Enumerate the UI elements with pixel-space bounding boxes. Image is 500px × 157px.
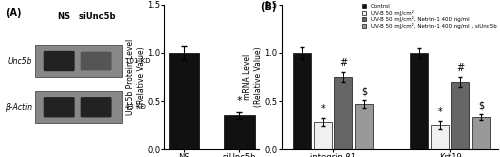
FancyBboxPatch shape <box>80 52 112 70</box>
Text: β-Actin: β-Actin <box>4 103 32 112</box>
Bar <box>430 125 449 149</box>
FancyBboxPatch shape <box>34 45 122 77</box>
Text: $: $ <box>478 101 484 111</box>
Text: #: # <box>340 58 347 68</box>
Text: NS: NS <box>58 12 70 21</box>
FancyBboxPatch shape <box>80 97 112 117</box>
Bar <box>334 77 352 149</box>
Text: (A): (A) <box>6 8 22 18</box>
Legend: Control, UV-B 50 mJ/cm², UV-B 50 mJ/cm², Netrin-1 400 ng/ml, UV-B 50 mJ/cm², Net: Control, UV-B 50 mJ/cm², UV-B 50 mJ/cm²,… <box>361 3 497 30</box>
Bar <box>472 117 490 149</box>
Bar <box>169 53 200 149</box>
Text: 101 KD: 101 KD <box>126 58 151 64</box>
Y-axis label: Unc5b Protein Level
(Relative Value): Unc5b Protein Level (Relative Value) <box>126 39 146 115</box>
FancyBboxPatch shape <box>44 97 74 117</box>
Text: *: * <box>320 105 325 114</box>
Text: (B): (B) <box>260 2 276 12</box>
Y-axis label: mRNA Level
(Relative Value): mRNA Level (Relative Value) <box>244 47 263 107</box>
Bar <box>314 122 332 149</box>
Bar <box>293 53 311 149</box>
Bar <box>224 115 254 149</box>
Bar <box>452 82 469 149</box>
FancyBboxPatch shape <box>34 91 122 123</box>
Bar <box>410 53 428 149</box>
Text: siUnc5b: siUnc5b <box>78 12 116 21</box>
FancyBboxPatch shape <box>44 51 74 71</box>
Text: *: * <box>438 107 442 117</box>
Text: Unc5b: Unc5b <box>8 57 32 65</box>
Text: $: $ <box>361 86 367 96</box>
Text: 43 KD: 43 KD <box>126 104 146 110</box>
Text: #: # <box>456 63 464 73</box>
Bar <box>355 104 373 149</box>
Text: *: * <box>236 96 242 106</box>
